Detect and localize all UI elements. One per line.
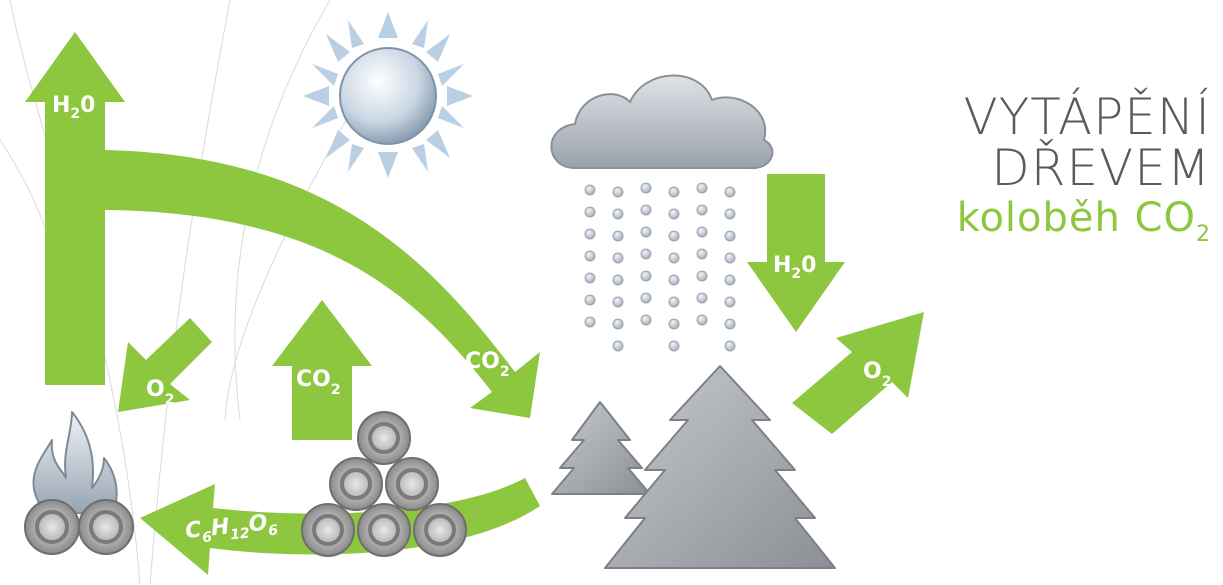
label-h2o-left: H20 <box>52 93 95 122</box>
subtitle-sub: 2 <box>1196 222 1211 247</box>
subtitle: koloběh CO2 <box>957 198 1211 246</box>
fire-icon <box>24 411 134 555</box>
h2o-down-arrow <box>747 174 845 332</box>
large-tree-icon <box>604 365 836 569</box>
label-glucose: C6H12O6 <box>184 509 279 548</box>
log-pile-icon <box>301 411 467 557</box>
arrow-labels: H20 CO2 O2 CO2 H20 O2 C6H12O6 <box>52 93 891 548</box>
label-co2-curve: CO2 <box>465 349 510 380</box>
rain-icon <box>584 182 736 352</box>
label-co2-up: CO2 <box>296 367 341 398</box>
title-line-2: DŘEVEM <box>991 139 1211 197</box>
co2-up-arrow <box>272 300 372 440</box>
fire-logs <box>24 499 134 555</box>
subtitle-text: koloběh CO <box>956 195 1196 241</box>
o2-up-arrow <box>792 312 924 434</box>
label-o2-left: O2 <box>146 377 174 408</box>
title-block: VYTÁPĚNÍ DŘEVEM koloběh CO2 <box>957 92 1211 246</box>
small-tree-icon <box>551 401 651 495</box>
label-o2-right: O2 <box>863 359 891 390</box>
cloud-icon <box>550 74 774 170</box>
h2o-up-arrow <box>25 32 540 418</box>
label-h2o-right: H20 <box>773 253 816 282</box>
sun-icon <box>303 12 473 178</box>
o2-down-arrow <box>118 318 212 412</box>
title-line-1: VYTÁPĚNÍ <box>963 88 1211 146</box>
